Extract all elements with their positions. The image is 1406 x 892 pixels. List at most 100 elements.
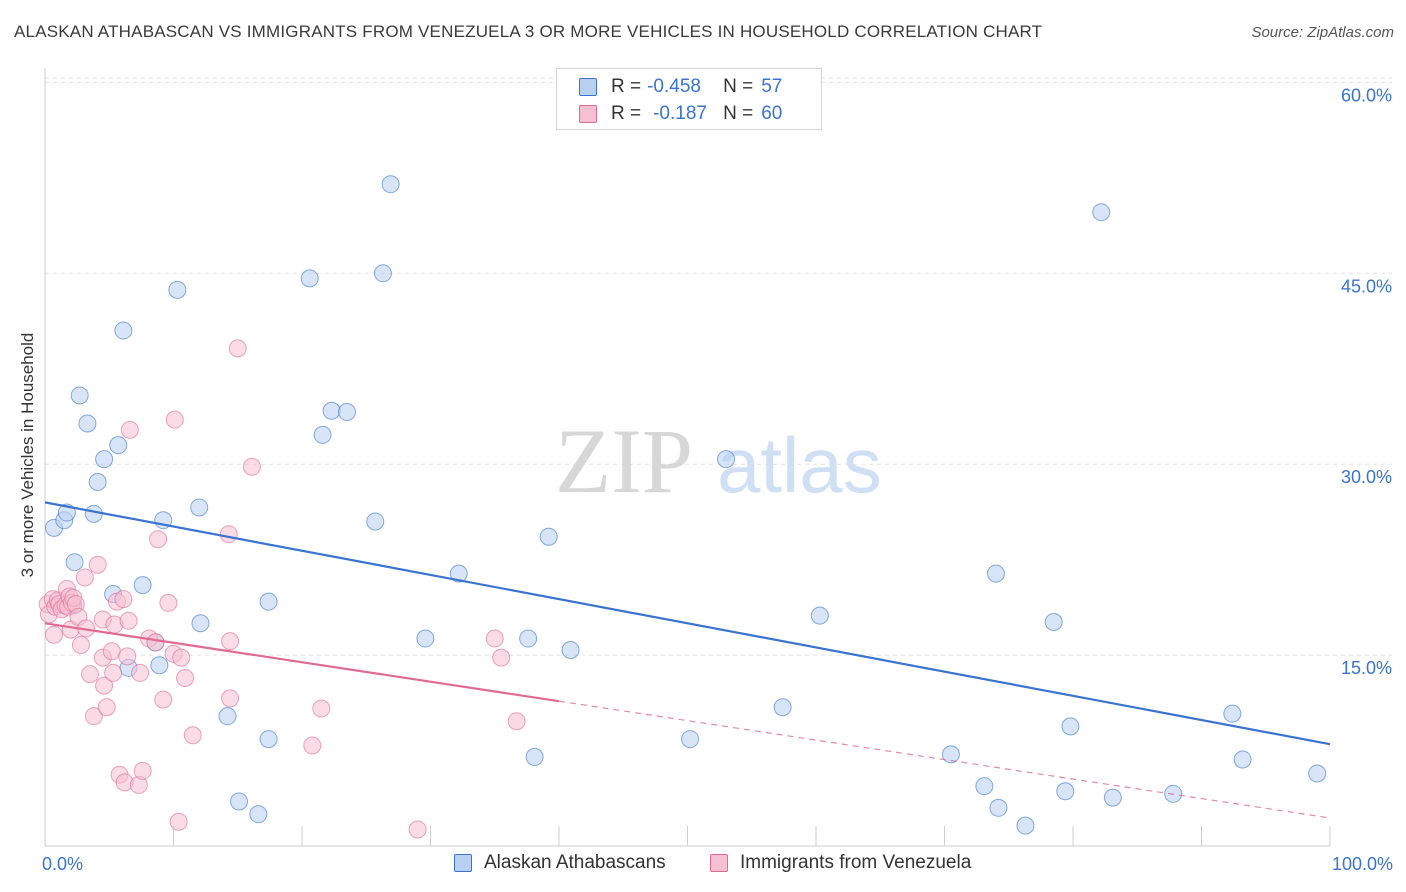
venezuela-point <box>88 555 107 574</box>
venezuela-point <box>221 632 240 651</box>
athabascan-point <box>1233 750 1252 769</box>
venezuela-point <box>219 525 238 544</box>
trend-line-0 <box>44 501 1331 746</box>
legend-r-value: -0.187 <box>653 103 707 124</box>
athabascan-point <box>1103 788 1122 807</box>
athabascan-point <box>986 564 1005 583</box>
venezuela-point <box>149 530 168 549</box>
series-name-athabascan: Alaskan Athabascans <box>484 852 666 873</box>
athabascan-point <box>717 450 736 469</box>
venezuela-point <box>312 699 331 718</box>
venezuela-point <box>131 663 150 682</box>
athabascan-point <box>313 425 332 444</box>
venezuela-point <box>95 676 114 695</box>
venezuela-point <box>165 410 184 429</box>
grid-layer <box>45 77 1392 656</box>
athabascan-point <box>416 629 435 648</box>
athabascan-point <box>114 321 133 340</box>
series-legend-venezuela[interactable]: Immigrants from Venezuela <box>710 852 971 874</box>
legend-n-value: 57 <box>761 76 783 97</box>
athabascan-point <box>810 606 829 625</box>
athabascan-point <box>525 747 544 766</box>
venezuela-point <box>228 339 247 358</box>
athabascan-point <box>449 564 468 583</box>
legend-swatch-blue <box>579 78 597 96</box>
athabascan-point <box>1223 704 1242 723</box>
source-label: Source: ZipAtlas.com <box>1251 24 1394 41</box>
venezuela-point <box>176 669 195 688</box>
athabascan-point <box>65 553 84 572</box>
legend-n-label: N = <box>723 103 754 124</box>
x-tick-label: 0.0% <box>42 854 83 874</box>
athabascan-point <box>300 269 319 288</box>
venezuela-point <box>408 820 427 839</box>
trend-line-1 <box>44 622 560 703</box>
athabascan-point <box>168 280 187 299</box>
athabascan-point <box>975 777 994 796</box>
venezuela-point <box>492 648 511 667</box>
athabascan-point <box>366 512 385 531</box>
venezuela-point <box>303 736 322 755</box>
y-tick-label: 15.0% <box>1341 658 1392 678</box>
athabascan-point <box>84 504 103 523</box>
athabascan-point <box>109 436 128 455</box>
athabascan-point <box>1092 203 1111 222</box>
athabascan-point <box>337 403 356 422</box>
athabascan-point <box>1016 816 1035 835</box>
watermark-zip: ZIP <box>555 410 693 512</box>
watermark-atlas: atlas <box>717 421 882 509</box>
legend-swatch-pink <box>579 105 597 123</box>
venezuela-point <box>154 690 173 709</box>
athabascan-point <box>133 576 152 595</box>
athabascan-point <box>373 264 392 283</box>
venezuela-point <box>507 712 526 731</box>
venezuela-point <box>169 812 188 831</box>
series-name-venezuela: Immigrants from Venezuela <box>740 852 972 873</box>
y-tick-label: 60.0% <box>1341 85 1392 105</box>
athabascan-point <box>88 473 107 492</box>
athabascan-point <box>249 805 268 824</box>
axis-layer <box>44 68 1331 847</box>
venezuela-point <box>159 593 178 612</box>
chart-title: ALASKAN ATHABASCAN VS IMMIGRANTS FROM VE… <box>14 22 1043 41</box>
trend-line-dashed-1 <box>558 700 1331 819</box>
athabascan-point <box>1308 764 1327 783</box>
athabascan-point <box>1044 613 1063 632</box>
venezuela-point <box>118 647 137 666</box>
athabascan-point <box>191 614 210 633</box>
athabascan-point <box>519 629 538 648</box>
athabascan-point <box>230 792 249 811</box>
series-swatch-pink <box>710 854 728 872</box>
series-legend-athabascan[interactable]: Alaskan Athabascans <box>454 852 666 874</box>
legend-row-venezuela: R = -0.187 N = 60 <box>579 102 782 126</box>
trend-layer <box>44 501 1331 819</box>
athabascan-point <box>561 641 580 660</box>
athabascan-point <box>989 798 1008 817</box>
venezuela-point <box>114 590 133 609</box>
athabascan-point <box>941 745 960 764</box>
legend-r-value: -0.458 <box>647 76 701 97</box>
series-legend: Alaskan Athabascans Immigrants from Vene… <box>0 852 1406 878</box>
legend-r-label: R = <box>611 76 642 97</box>
y-tick-label: 45.0% <box>1341 276 1392 296</box>
athabascan-point <box>381 175 400 194</box>
watermark: ZIP atlas <box>555 410 882 512</box>
athabascan-point <box>70 386 89 405</box>
venezuela-point <box>71 635 90 654</box>
venezuela-point <box>242 457 261 476</box>
points-layer <box>38 175 1327 839</box>
series-swatch-blue <box>454 854 472 872</box>
venezuela-point <box>104 663 123 682</box>
legend-r-label: R = <box>611 103 642 124</box>
venezuela-point <box>120 420 139 439</box>
athabascan-point <box>322 401 341 420</box>
venezuela-point <box>221 689 240 708</box>
venezuela-point <box>485 629 504 648</box>
athabascan-point <box>773 698 792 717</box>
legend-n-value: 60 <box>761 103 783 124</box>
athabascan-point <box>218 707 237 726</box>
venezuela-point <box>119 611 138 630</box>
athabascan-point <box>78 414 97 433</box>
venezuela-point <box>183 726 202 745</box>
